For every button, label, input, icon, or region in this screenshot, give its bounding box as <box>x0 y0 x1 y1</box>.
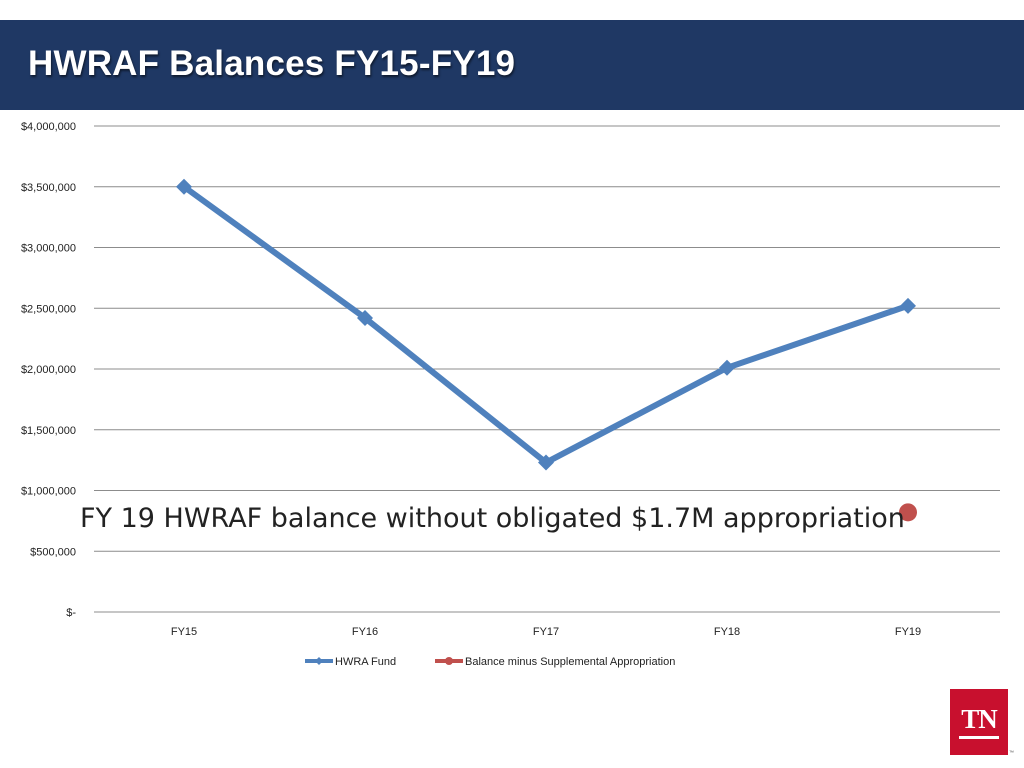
legend-swatch-marker <box>315 657 323 665</box>
x-tick-label: FY15 <box>171 626 197 638</box>
data-point-marker <box>357 309 373 326</box>
y-tick-label: $1,000,000 <box>21 486 76 498</box>
x-tick-label: FY19 <box>895 626 921 638</box>
y-axis-ticks: $- $500,000 $1,000,000 $1,500,000 $2,000,000… <box>21 121 76 619</box>
y-tick-label: $- <box>66 607 76 619</box>
legend-label: Balance minus Supplemental Appropriation <box>465 656 675 668</box>
x-tick-label: FY16 <box>352 626 378 638</box>
data-point-marker <box>176 178 192 195</box>
legend-swatch-marker <box>445 657 453 665</box>
trademark-mark: ™ <box>1009 750 1014 756</box>
data-point-marker <box>538 454 554 471</box>
page-title: HWRAF Balances FY15-FY19 <box>28 44 516 83</box>
series-line-1 <box>181 183 911 466</box>
y-tick-label: $4,000,000 <box>21 121 76 133</box>
legend-label: HWRA Fund <box>335 656 396 668</box>
tn-logo-underline <box>959 735 999 739</box>
y-tick-label: $1,500,000 <box>21 425 76 437</box>
grid-lines <box>94 125 1000 613</box>
tn-logo-inner: TN <box>955 698 1003 746</box>
x-axis-ticks: FY15 FY16 FY17 FY18 FY19 <box>171 626 921 638</box>
y-tick-label: $2,000,000 <box>21 364 76 376</box>
legend: HWRA Fund Balance minus Supplemental Appr… <box>305 656 675 668</box>
data-point-marker <box>899 503 917 522</box>
data-point-marker <box>900 297 916 314</box>
title-bar <box>0 20 1024 110</box>
x-tick-label: FY17 <box>533 626 559 638</box>
series-layer <box>176 178 917 522</box>
y-tick-label: $3,000,000 <box>21 243 76 255</box>
data-point-marker <box>719 359 735 376</box>
x-tick-label: FY18 <box>714 626 740 638</box>
top-strip <box>0 0 1024 20</box>
y-tick-label: $500,000 <box>30 546 76 558</box>
annotation-text: FY 19 HWRAF balance without obligated $1… <box>80 503 905 534</box>
y-tick-label: $2,500,000 <box>21 303 76 315</box>
tn-logo-text: TN <box>961 703 998 734</box>
y-tick-label: $3,500,000 <box>21 182 76 194</box>
tn-logo: TN <box>950 689 1008 755</box>
